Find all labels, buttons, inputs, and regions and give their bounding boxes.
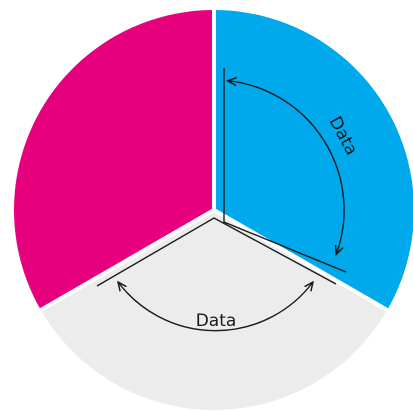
angle-guide [96, 217, 337, 287]
angle-arc [118, 282, 313, 332]
angle-arc [228, 81, 345, 255]
slice-magenta [14, 10, 214, 310]
angle-label: Data [196, 311, 237, 331]
slice-gray [40, 210, 388, 410]
